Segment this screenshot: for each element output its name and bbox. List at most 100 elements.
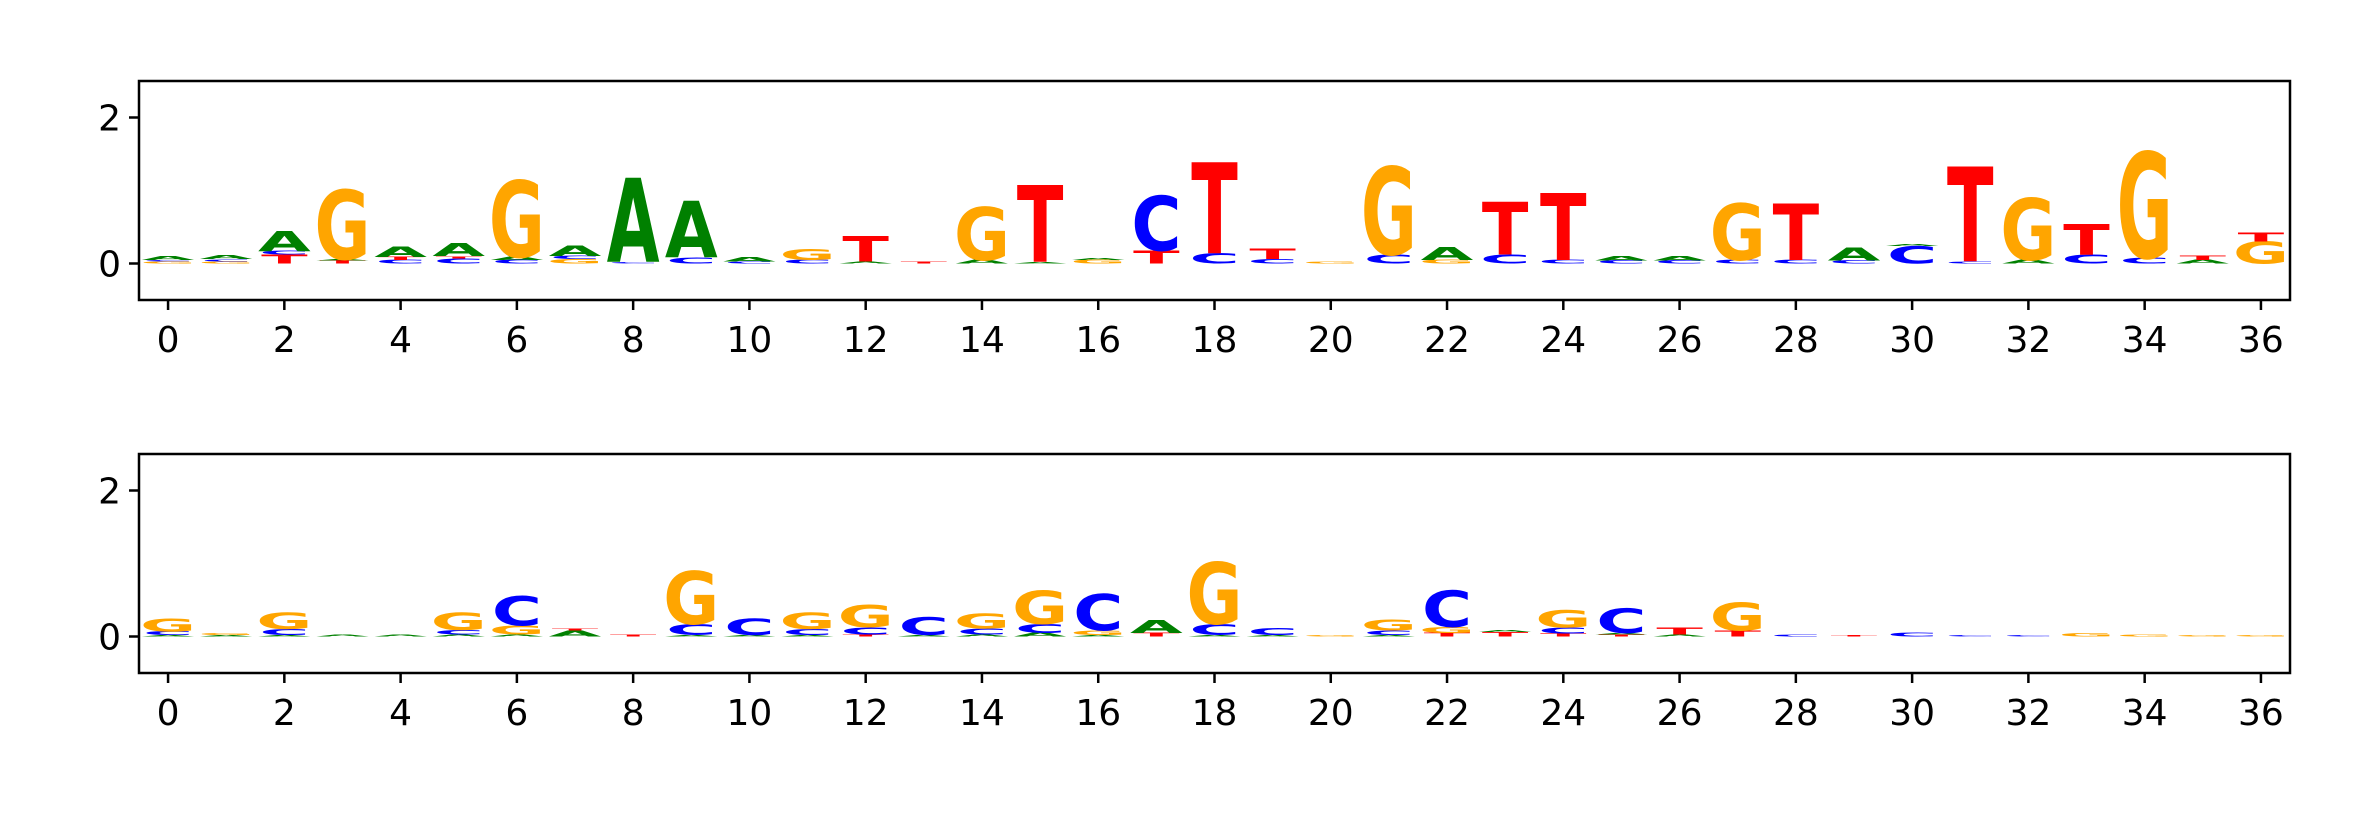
x-tick-label: 4: [389, 320, 412, 361]
y-tick-label: 2: [98, 99, 121, 140]
logo-letter-C: C: [434, 257, 484, 265]
logo-letter-C: C: [1364, 252, 1414, 266]
logo-letter-T: T: [842, 229, 889, 270]
logo-letter-A: A: [374, 244, 427, 260]
logo-letter-A: A: [1363, 635, 1417, 637]
logo-letter-A: A: [1595, 255, 1649, 262]
logo-letter-A: A: [1014, 262, 1068, 264]
logo-letter-C: C: [724, 615, 774, 641]
logo-letter-A: A: [1479, 629, 1533, 632]
logo-letter-T: T: [1540, 633, 1587, 638]
logo-letter-A: A: [490, 634, 544, 637]
logo-letter-T: T: [2180, 254, 2227, 261]
logo-letter-T: T: [1017, 165, 1064, 287]
logo-letter-T: T: [1947, 142, 1994, 292]
logo-letter-T: T: [842, 634, 889, 637]
logo-letter-G: G: [1710, 189, 1766, 279]
x-tick-label: 20: [1308, 693, 1354, 734]
logo-letter-G: G: [2233, 635, 2289, 637]
logo-letter-A: A: [839, 261, 893, 264]
logo-letter-G: G: [1419, 626, 1475, 635]
logo-letter-T: T: [1482, 188, 1529, 272]
logo-letter-C: C: [957, 627, 1007, 636]
logo-letter-C: C: [1771, 259, 1821, 265]
logo-letter-C: C: [492, 259, 542, 265]
x-tick-label: 28: [1773, 320, 1819, 361]
logo-letter-C: C: [376, 259, 426, 265]
logo-letter-T: T: [2238, 231, 2285, 245]
x-tick-label: 0: [157, 693, 180, 734]
logo-letter-T: T: [1656, 625, 1703, 636]
logo-letter-C: C: [1829, 260, 1879, 265]
x-tick-label: 14: [959, 320, 1005, 361]
logo-letter-A: A: [956, 259, 1010, 265]
logo-letter-A: A: [1072, 635, 1126, 637]
logo-letter-G: G: [1361, 144, 1417, 284]
logo-letter-C: C: [666, 256, 716, 265]
logo-letter-T: T: [1540, 176, 1587, 283]
logo-letter-C: C: [1015, 622, 1065, 636]
logo-letter-A: A: [200, 635, 254, 637]
x-tick-label: 26: [1657, 320, 1703, 361]
logo-letter-A: A: [665, 186, 718, 276]
x-tick-label: 34: [2122, 320, 2168, 361]
logo-letter-C: C: [1596, 601, 1646, 641]
logo-letter-A: A: [142, 255, 196, 261]
logo-letter-T: T: [377, 256, 424, 261]
logo-letter-A: A: [2002, 259, 2056, 265]
logo-letter-C: C: [1713, 259, 1763, 265]
logo-letter-A: A: [897, 635, 951, 637]
logo-letter-C: C: [1538, 626, 1588, 635]
logo-letter-A: A: [200, 255, 254, 261]
logo-letter-A: A: [490, 256, 544, 261]
logo-letter-C: C: [259, 250, 309, 256]
logo-letter-G: G: [140, 261, 196, 264]
x-tick-label: 6: [505, 693, 528, 734]
logo-letter-C: C: [841, 625, 891, 636]
logo-letter-A: A: [432, 634, 486, 637]
logo-letter-A: A: [316, 259, 370, 261]
x-tick-label: 12: [843, 320, 889, 361]
logo-letter-A: A: [142, 635, 196, 637]
logo-letter-G: G: [780, 246, 836, 264]
logo-letter-C: C: [1945, 261, 1995, 264]
logo-letter-G: G: [489, 623, 545, 637]
logo-letter-G: G: [1070, 630, 1126, 637]
logo-letter-C: C: [1887, 632, 1937, 638]
logo-letter-T: T: [1424, 632, 1471, 638]
logo-letter-A: A: [1421, 243, 1474, 264]
logo-letter-C: C: [1364, 630, 1414, 637]
y-tick-label: 0: [98, 245, 121, 286]
logo-letter-A: A: [374, 634, 428, 637]
logo-letter-C: C: [1248, 626, 1298, 637]
x-tick-label: 34: [2122, 693, 2168, 734]
logo-letter-G: G: [2117, 123, 2173, 292]
logo-letter-C: C: [2003, 635, 2053, 637]
logo-letter-T: T: [552, 628, 599, 631]
logo-letter-C: C: [1771, 634, 1821, 637]
logo-letter-C: C: [1480, 252, 1530, 266]
logo-letter-C: C: [724, 261, 774, 264]
logo-letter-A: A: [432, 240, 485, 261]
logo-letter-G: G: [140, 615, 196, 636]
logo-letter-G: G: [1012, 582, 1068, 635]
logo-letter-A: A: [258, 226, 312, 258]
logo-letter-G: G: [2175, 635, 2231, 637]
logo-letter-A: A: [258, 635, 312, 637]
logo-letter-C: C: [259, 628, 309, 637]
logo-letter-A: A: [1014, 632, 1068, 638]
logo-letter-G: G: [1187, 546, 1243, 645]
logo-letter-T: T: [1598, 634, 1645, 637]
logo-letter-C: C: [1189, 250, 1239, 266]
x-tick-label: 26: [1657, 693, 1703, 734]
logo-letter-C: C: [1596, 260, 1646, 265]
logo-letter-G: G: [2059, 633, 2115, 638]
logo-letter-C: C: [783, 628, 833, 637]
logo-letter-A: A: [1072, 257, 1126, 260]
x-tick-label: 8: [622, 320, 645, 361]
logo-letter-T: T: [319, 260, 366, 265]
x-tick-label: 32: [2005, 320, 2051, 361]
logo-letter-C: C: [608, 262, 658, 264]
logo-letter-A: A: [607, 156, 660, 290]
